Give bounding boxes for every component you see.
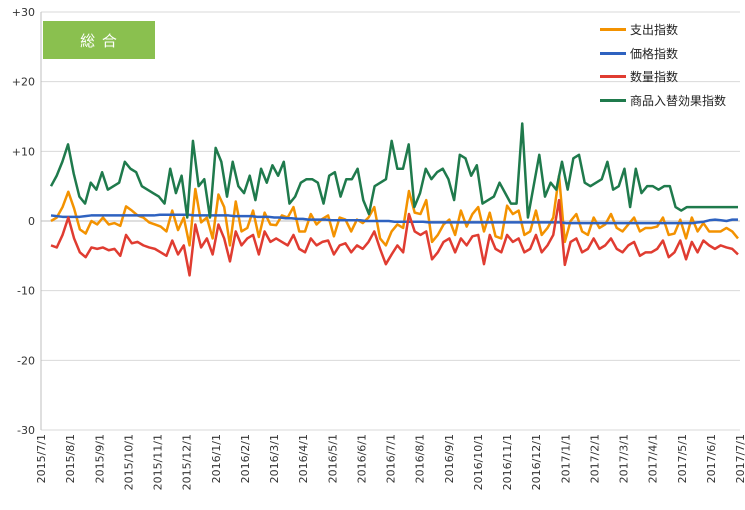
x-tick-label: 2015/8/1: [64, 434, 77, 483]
x-tick-label: 2016/7/1: [385, 434, 398, 483]
x-tick-label: 2017/3/1: [618, 434, 631, 483]
legend: 支出指数 価格指数 数量指数 商品入替効果指数: [600, 18, 726, 112]
legend-swatch-replacement: [600, 98, 626, 102]
series-line-1: [50, 213, 738, 225]
legend-label-replacement: 商品入替効果指数: [630, 93, 727, 108]
legend-swatch-spending: [600, 28, 626, 32]
legend-item-price: 価格指数: [600, 42, 726, 66]
legend-label-price: 価格指数: [630, 46, 679, 61]
x-tick-label: 2017/6/1: [705, 434, 718, 483]
y-tick-label: -10: [17, 285, 35, 298]
y-tick-label: -30: [17, 424, 35, 437]
series-line-2: [50, 198, 739, 277]
y-axis-tick-labels: +30 +20 +10 0 -10 -20 -30: [12, 6, 35, 437]
series-line-0: [50, 174, 739, 247]
x-tick-label: 2016/3/1: [268, 434, 281, 483]
x-tick-label: 2015/12/1: [181, 434, 194, 490]
x-tick-label: 2015/11/1: [152, 434, 165, 490]
x-tick-label: 2016/5/1: [326, 434, 339, 483]
x-axis-tick-labels: 2015/7/1 2015/8/1 2015/9/1 2015/10/1 2015/11…: [35, 434, 745, 490]
x-tick-label: 2016/11/1: [501, 434, 514, 490]
x-tick-label: 2017/7/1: [734, 434, 745, 483]
y-tick-label: 0: [28, 215, 35, 228]
x-tick-label: 2016/8/1: [414, 434, 427, 483]
legend-item-quantity: 数量指数: [600, 65, 726, 89]
x-tick-label: 2016/12/1: [530, 434, 543, 490]
x-tick-label: 2017/2/1: [588, 434, 601, 483]
x-tick-label: 2015/10/1: [122, 434, 135, 490]
series-line-3: [49, 122, 738, 219]
x-tick-label: 2016/4/1: [297, 434, 310, 483]
x-tick-label: 2016/2/1: [239, 434, 252, 483]
legend-label-quantity: 数量指数: [630, 70, 679, 85]
legend-swatch-quantity: [600, 75, 626, 79]
x-tick-label: 2017/5/1: [676, 434, 689, 483]
x-tick-label: 2015/9/1: [93, 434, 106, 483]
legend-item-spending: 支出指数: [600, 18, 726, 42]
x-tick-label: 2016/9/1: [443, 434, 456, 483]
x-tick-label: 2016/6/1: [355, 434, 368, 483]
chart-title-badge: 総 合: [43, 21, 155, 59]
series-lines: [49, 122, 739, 277]
legend-swatch-price: [600, 51, 626, 55]
x-tick-label: 2016/10/1: [472, 434, 485, 490]
x-tick-label: 2016/1/1: [210, 434, 223, 483]
legend-label-spending: 支出指数: [630, 23, 679, 38]
legend-item-replacement: 商品入替効果指数: [600, 89, 726, 113]
x-tick-label: 2017/4/1: [647, 434, 660, 483]
y-tick-label: +30: [12, 6, 35, 19]
x-tick-label: 2017/1/1: [559, 434, 572, 483]
x-tick-label: 2015/7/1: [35, 434, 48, 483]
y-tick-label: -20: [17, 354, 35, 367]
y-tick-label: +10: [12, 145, 35, 158]
y-tick-label: +20: [12, 76, 35, 89]
